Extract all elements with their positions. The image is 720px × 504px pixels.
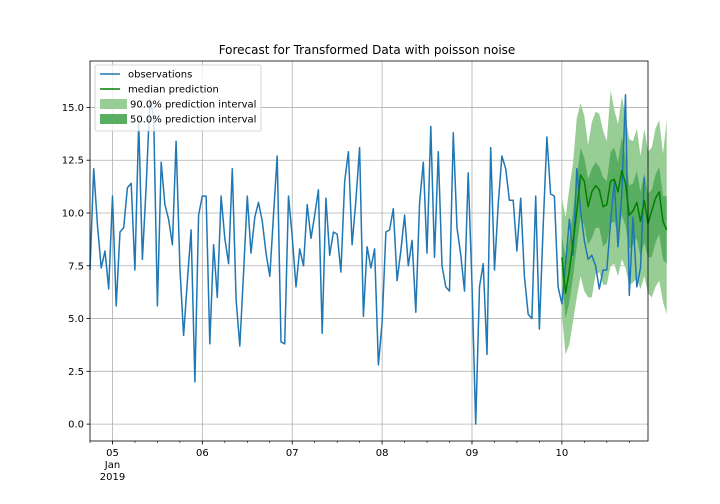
x-tick-label: 09 xyxy=(466,448,479,459)
chart-title: Forecast for Transformed Data with poiss… xyxy=(219,43,516,57)
x-tick-label: 08 xyxy=(376,448,389,459)
legend-label: 90.0% prediction interval xyxy=(130,100,256,111)
y-tick-label: 0.0 xyxy=(68,420,84,431)
x-tick-label: 10 xyxy=(555,448,568,459)
x-tick-label: 05 xyxy=(106,448,119,459)
legend-label: observations xyxy=(128,70,192,81)
x-tick-label: 07 xyxy=(286,448,299,459)
x-tick-sublabel: Jan xyxy=(104,460,120,471)
series-line xyxy=(89,94,646,425)
y-tick-label: 2.5 xyxy=(68,367,84,378)
y-tick-label: 15.0 xyxy=(62,103,84,114)
prediction-interval-band xyxy=(561,137,667,319)
y-tick-label: 7.5 xyxy=(68,261,84,272)
legend-label: median prediction xyxy=(128,85,219,96)
axes-frame xyxy=(89,60,649,442)
y-tick-label: 10.0 xyxy=(62,209,84,220)
legend-band-swatch xyxy=(100,114,127,124)
y-tick-label: 12.5 xyxy=(62,156,84,167)
legend-box xyxy=(94,64,262,132)
y-tick-label: 5.0 xyxy=(68,314,84,325)
series-line xyxy=(561,170,668,294)
x-tick-label: 06 xyxy=(196,448,209,459)
legend-band-swatch xyxy=(100,99,127,109)
x-tick-sublabel: 2019 xyxy=(100,472,125,483)
prediction-interval-band xyxy=(561,90,667,355)
legend-label: 50.0% prediction interval xyxy=(130,115,256,126)
